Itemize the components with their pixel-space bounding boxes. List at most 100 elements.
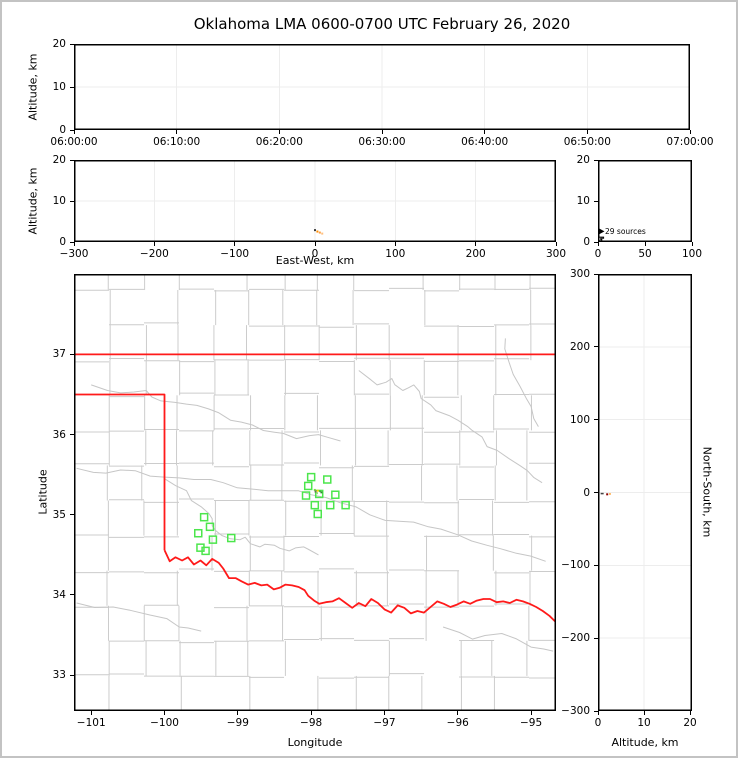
tick-label: 20 [52,38,66,50]
time-height-panel[interactable] [74,44,690,130]
tick [594,492,598,493]
state-border-line [163,549,556,623]
lma-station-marker [310,500,320,510]
river-line [91,384,341,442]
page-title: Oklahoma LMA 0600-0700 UTC February 26, … [193,15,571,33]
tick [530,711,532,715]
river-line [76,602,202,632]
tick-label: 06:30:00 [358,136,406,148]
panel-spine [598,160,692,242]
tick [70,241,74,243]
tick-label: 300 [545,248,567,260]
tick-label: −100 [561,559,590,572]
tick-label: 35 [52,508,66,521]
vhf-source-point [318,490,321,493]
tick [475,242,477,246]
tick-label: 200 [465,248,486,260]
tick-label: 0 [583,486,590,499]
panel-spine [74,160,556,242]
tick [70,353,74,355]
vhf-source-point [316,489,319,492]
vhf-source-point [320,491,323,494]
panel-spine [74,274,556,711]
tick-label: 20 [576,154,590,166]
tick-label: 50 [638,248,652,260]
state-border-line [74,393,166,551]
lma-station-marker [301,491,311,500]
tick-label: 100 [569,413,590,426]
tick-label: 300 [569,268,590,280]
vhf-source-point [606,493,609,496]
tick [310,711,312,715]
tick [597,242,599,246]
tick-label: −300 [561,705,590,717]
tick [176,130,178,134]
tick [70,514,74,516]
tick [457,711,459,715]
tick-label: 10 [52,81,66,93]
tick-label: 100 [385,248,406,260]
tick-label: 20 [683,717,697,729]
tick [484,130,486,134]
tick-label: −95 [519,717,543,729]
lma-station-marker [306,472,316,482]
tick [164,711,166,715]
vhf-source-point [316,492,319,495]
annotation-arrow-icon [599,228,605,235]
lma-station-marker [226,533,236,543]
plan-view-map-panel[interactable] [74,274,556,711]
altitude-histogram-panel[interactable] [598,160,692,242]
tick-label: 200 [569,340,590,353]
tick-label: −98 [300,717,323,729]
tick-label: 37 [52,348,66,361]
tick-label: 0 [311,248,319,260]
tick-label: 10 [52,195,66,207]
tick [153,242,155,246]
tick [594,241,598,243]
tick-label: 34 [52,588,66,601]
tick-label: −96 [446,717,469,729]
vhf-source-point [314,490,317,493]
tick-label: 100 [681,248,703,260]
tick-label: 0 [59,124,66,136]
tick [594,637,598,639]
ns-height-panel[interactable] [598,274,692,711]
tick [394,242,396,246]
tick-label: −200 [561,632,590,645]
tick [70,434,74,436]
lma-station-marker [194,528,203,538]
tick-label: 33 [52,669,66,682]
tick [278,130,280,134]
tick-label: −100 [220,248,250,260]
tick-label: 10 [576,195,590,207]
tick-label: −97 [373,717,396,729]
tick-label: 06:20:00 [255,136,303,148]
ew-height-panel[interactable] [74,160,556,242]
tick [555,242,557,246]
tick-label: 06:00:00 [50,136,98,148]
tick-label: 0 [583,236,590,248]
vhf-source-point [600,492,604,495]
ns-height-ylabel: North-South, km [700,446,714,538]
tick [594,419,598,421]
river-line [164,478,319,556]
tick-label: −200 [139,248,169,260]
tick-label: 0 [59,236,66,248]
tick [383,711,385,715]
tick [70,674,74,676]
ew-height-xlabel: East-West, km [275,254,355,267]
tick [381,130,383,134]
tick [644,242,646,246]
lma-station-marker [303,481,313,491]
tick [594,346,598,348]
tick-label: 0 [594,248,602,260]
vhf-source-point [321,232,324,235]
tick [594,159,598,161]
tick-label: −99 [226,717,249,729]
sources-count-annotation: 29 sources [605,227,646,236]
river-line [358,370,543,484]
lma-station-marker [201,546,210,556]
tick [70,594,74,596]
tick-label: −101 [76,717,106,729]
panel-spine [598,274,692,711]
